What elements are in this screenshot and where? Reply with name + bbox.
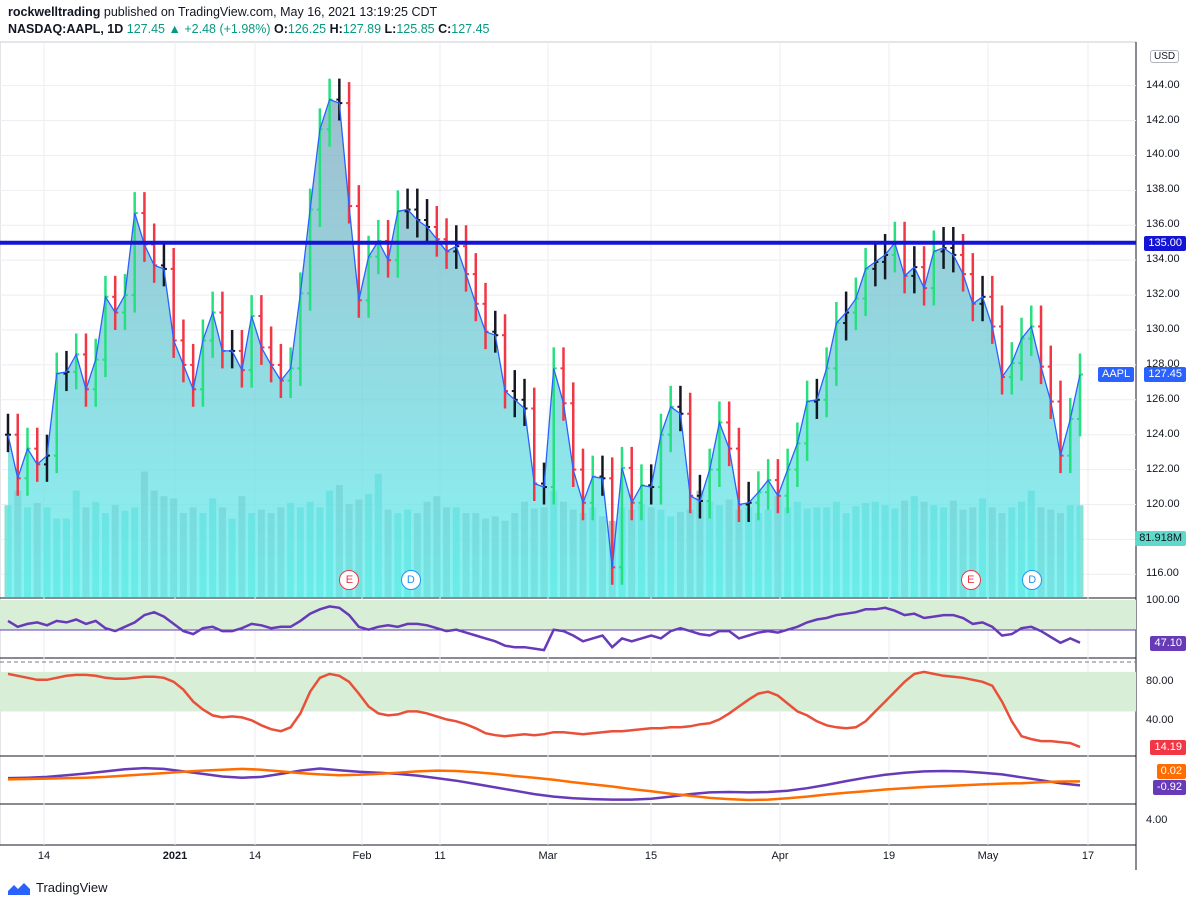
indicator2-line: [7, 670, 1081, 749]
symbol-price-label[interactable]: AAPL: [1098, 367, 1135, 383]
price-line: [7, 98, 1081, 568]
close-value: 127.45: [451, 22, 490, 36]
indicator2-band: [0, 671, 1136, 712]
indicator3-orange-line: [7, 767, 1081, 802]
x-tick-label: 2021: [162, 850, 188, 862]
y-tick-label: 136.00: [1146, 218, 1180, 231]
y-tick-label: 128.00: [1146, 357, 1180, 370]
indicator3b-value-label[interactable]: -0.92: [1152, 780, 1186, 795]
y-tick-label: 138.00: [1146, 183, 1180, 196]
low-label: L:: [384, 22, 397, 36]
x-tick-label: 19: [882, 850, 896, 862]
y-tick-label: 140.00: [1146, 148, 1180, 161]
y-tick-label: 120.00: [1146, 497, 1180, 510]
tradingview-logo-icon: [8, 882, 30, 895]
x-tick-label: May: [977, 850, 999, 862]
publisher-name[interactable]: rockwelltrading: [8, 5, 101, 19]
earnings-badge[interactable]: E: [960, 570, 981, 590]
low-value: 125.85: [396, 22, 435, 36]
chart-header: rockwelltrading published on TradingView…: [8, 4, 490, 38]
indicator3a-value-label[interactable]: 0.02: [1156, 764, 1186, 779]
ohlc-line: NASDAQ:AAPL, 1D 127.45 ▲ +2.48 (+1.98%) …: [8, 21, 490, 38]
indicator1-line: [7, 605, 1081, 652]
close-label: C:: [438, 22, 452, 36]
x-tick-label: 15: [644, 850, 658, 862]
currency-badge[interactable]: USD: [1150, 50, 1180, 63]
dividend-badge[interactable]: D: [400, 570, 421, 590]
high-label: H:: [329, 22, 343, 36]
symbol-label[interactable]: NASDAQ:AAPL, 1D: [8, 22, 124, 36]
indicator-tick-label: 100.00: [1146, 594, 1180, 606]
x-tick-label: Feb: [352, 850, 372, 862]
x-tick-label: 14: [248, 850, 262, 862]
y-tick-label: 134.00: [1146, 253, 1180, 266]
indicator-tick-label: 4.00: [1146, 814, 1168, 826]
y-tick-label: 130.00: [1146, 322, 1180, 335]
y-tick-label: 144.00: [1146, 78, 1180, 91]
y-tick-label: 116.00: [1146, 567, 1179, 580]
x-tick-label: 14: [37, 850, 51, 862]
x-tick-label: 17: [1081, 850, 1095, 862]
volume-label[interactable]: 81.918M: [1135, 531, 1186, 546]
up-arrow-icon: ▲: [168, 22, 181, 36]
y-tick-label: 132.00: [1146, 288, 1180, 301]
level-price-label[interactable]: 135.00: [1144, 235, 1186, 251]
change-value: +2.48 (+1.98%): [184, 22, 271, 36]
indicator1-band: [0, 600, 1136, 630]
y-tick-label: 126.00: [1146, 392, 1180, 405]
x-tick-label: Mar: [538, 850, 558, 862]
last-price: 127.45: [126, 22, 166, 36]
footer-brand[interactable]: TradingView: [36, 880, 108, 895]
indicator-tick-label: 40.00: [1146, 714, 1174, 727]
earnings-badge[interactable]: E: [339, 570, 360, 590]
y-tick-label: 122.00: [1146, 462, 1180, 475]
footer: TradingView: [8, 880, 108, 895]
y-tick-label: 124.00: [1146, 427, 1180, 440]
indicator1-value-label[interactable]: 47.10: [1150, 635, 1186, 651]
x-tick-label: 11: [434, 850, 446, 862]
open-value: 126.25: [287, 22, 327, 36]
publish-text: published on TradingView.com, May 16, 20…: [100, 5, 438, 19]
publish-line: rockwelltrading published on TradingView…: [8, 4, 490, 21]
dividend-badge[interactable]: D: [1022, 570, 1043, 590]
price-area: [8, 99, 1080, 597]
indicator2-value-label[interactable]: 14.19: [1150, 739, 1186, 755]
open-label: O:: [274, 22, 288, 36]
x-tick-label: Apr: [771, 850, 789, 862]
y-tick-label: 142.00: [1146, 113, 1180, 126]
last-price-label[interactable]: 127.45: [1144, 367, 1186, 383]
high-value: 127.89: [342, 22, 382, 36]
indicator-tick-label: 80.00: [1146, 674, 1174, 687]
